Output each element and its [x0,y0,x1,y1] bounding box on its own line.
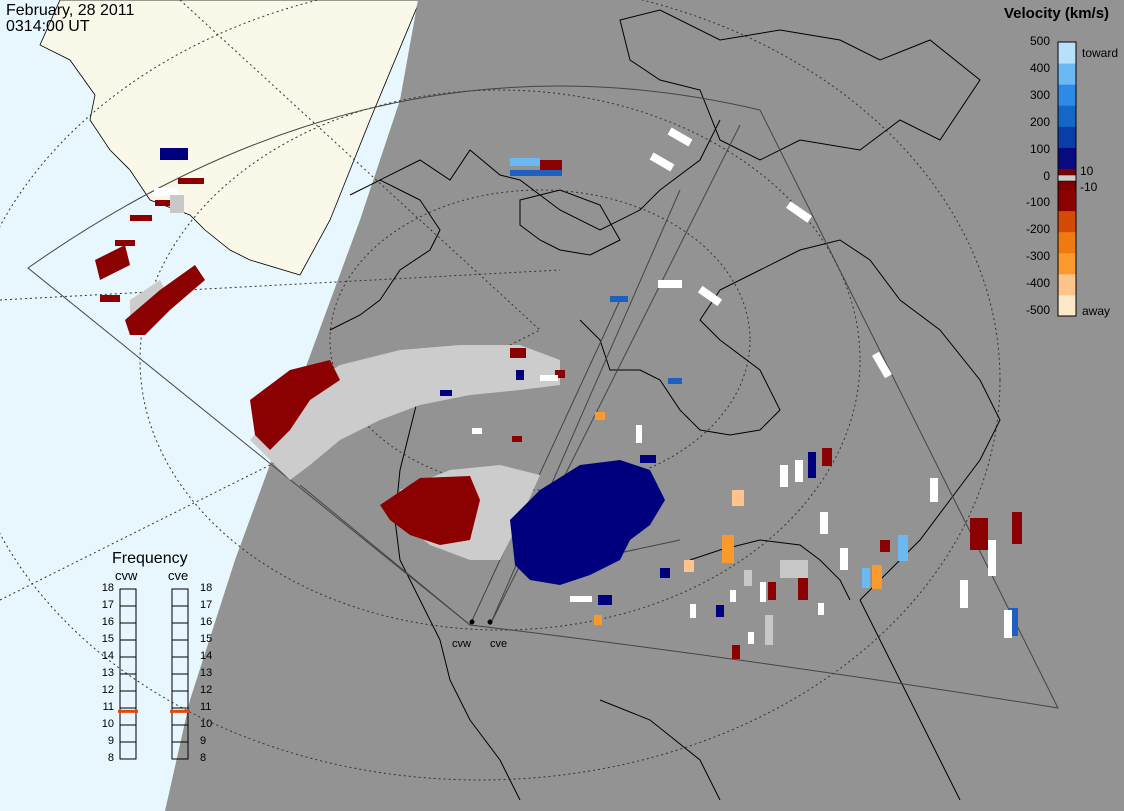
colorbar-segment [1058,210,1076,233]
graticule [0,0,1001,781]
time-label: 0314:00 UT [6,18,90,35]
colorbar-tick-label: -300 [1025,249,1050,263]
colorbar-title: Velocity (km/s) [1004,5,1110,22]
frequency-scale-label: 16 [200,616,213,628]
radar-sites [469,619,493,625]
colorbar-segment [1058,63,1076,85]
frequency-radar-label: cvw [115,568,138,583]
colorbar-segment [1058,147,1076,169]
colorbar-tick-label: 500 [1029,34,1050,48]
colorbar-segment [1058,231,1076,254]
colorbar-segment [1058,273,1076,296]
coastlines [329,9,1001,801]
frequency-scale-label: 16 [101,616,114,628]
colorbar-tick-label: -100 [1025,195,1050,209]
frequency-scale-label: 12 [200,684,213,696]
colorbar-tick-label: 0 [1043,169,1050,183]
velocity-white [154,127,1012,644]
frequency-scale-label: 17 [200,599,213,611]
velocity-colorbar [1057,41,1077,317]
frequency-panel [118,588,190,760]
radar-site-cvw [469,619,475,625]
colorbar-tick-label: -200 [1025,222,1050,236]
frequency-scale-label: 14 [200,650,213,662]
colorbar-away-label: away [1082,304,1111,318]
radar-label-cve: cve [490,638,507,650]
frequency-title: Frequency [112,550,188,567]
colorbar-tick-label: 100 [1029,142,1050,156]
colorbar-segment [1058,294,1076,317]
colorbar-segment [1058,84,1076,106]
frequency-scale-label: 9 [107,735,114,747]
frequency-scale-label: 9 [200,735,207,747]
radar-site-cve [487,619,493,625]
frequency-scale-label: 12 [101,684,114,696]
velocity-away-pale [684,490,744,572]
frequency-scale-label: 8 [107,752,114,764]
frequency-radar-label: cve [168,568,189,583]
colorbar-tick-label: 10 [1080,164,1094,178]
night-region [165,0,1124,811]
colorbar-segment [1058,105,1076,127]
colorbar-tick-label: 400 [1029,61,1050,75]
frequency-scale-label: 13 [101,667,114,679]
colorbar-segment [1058,252,1076,275]
frequency-scale-label: 18 [101,582,114,594]
colorbar-ground-scatter [1057,174,1077,182]
frequency-scale-label: 11 [102,701,114,713]
colorbar-segment [1058,189,1076,212]
velocity-away [95,160,1022,659]
colorbar-tick-label: -400 [1025,276,1050,290]
frequency-scale-label: 18 [200,582,213,594]
frequency-scale-label: 17 [101,599,114,611]
colorbar-toward-label: toward [1082,46,1119,60]
frequency-scale-label: 14 [101,650,114,662]
velocity-away-orange [594,412,882,625]
frequency-scale-label: 10 [101,718,114,730]
frequency-scale-label: 8 [200,752,207,764]
colorbar-tick-label: -10 [1080,180,1098,194]
day-land [39,0,421,276]
velocity-toward [160,148,816,617]
velocity-toward-light [510,158,908,588]
frequency-scale-label: 10 [200,718,213,730]
colorbar-segment [1058,42,1076,64]
frequency-scale-label: 11 [200,701,212,713]
frequency-scale-label: 15 [200,633,213,645]
velocity-gray [170,195,808,645]
colorbar-tick-label: -500 [1025,303,1050,317]
frequency-scale-label: 15 [101,633,114,645]
frequency-scale-label: 13 [200,667,213,679]
colorbar-tick-label: 300 [1029,88,1050,102]
velocity-toward-mid [510,170,1018,636]
colorbar-frame [1057,41,1077,317]
date-label: February, 28 2011 [6,2,135,19]
colorbar-tick-label: 200 [1029,115,1050,129]
radar-label-cvw: cvw [452,638,471,650]
colorbar-segment [1058,126,1076,148]
